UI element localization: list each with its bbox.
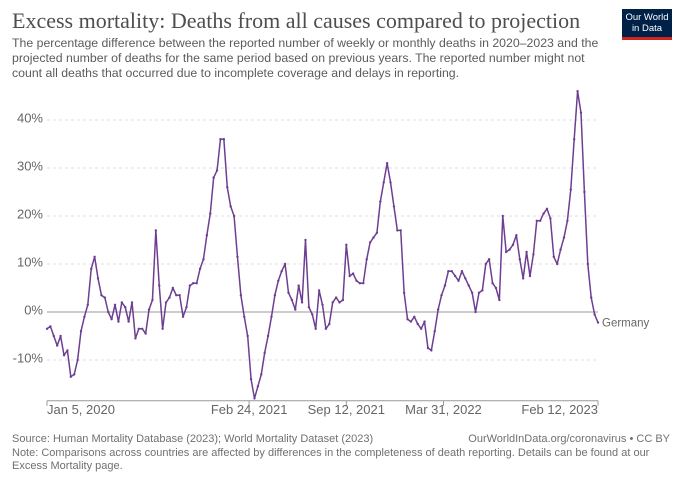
x-tick-label: Sep 12, 2021 [308, 402, 385, 417]
logo[interactable]: Our World in Data [622, 9, 672, 40]
y-tick-label: 30% [17, 158, 43, 173]
x-tick-label: Feb 24, 2021 [211, 402, 288, 417]
credit[interactable]: OurWorldInData.org/coronavirus • CC BY [468, 433, 670, 445]
x-tick-label: Jan 5, 2020 [47, 402, 115, 417]
source: Source: Human Mortality Database (2023);… [12, 433, 374, 445]
y-tick-label: 0% [24, 302, 43, 317]
y-tick-label: -10% [13, 350, 44, 365]
y-tick-label: 40% [17, 110, 43, 125]
y-tick-label: 20% [17, 206, 43, 221]
y-tick-label: 10% [17, 254, 43, 269]
x-tick-label: Mar 31, 2022 [405, 402, 482, 417]
line-series [45, 89, 600, 400]
note: Note: Comparisons across countries are a… [12, 447, 650, 472]
chart-title: Excess mortality: Deaths from all causes… [12, 8, 581, 33]
series-label: Germany [602, 318, 650, 330]
x-tick-label: Feb 12, 2023 [521, 402, 598, 417]
chart-subtitle: The percentage difference between the re… [12, 36, 599, 80]
chart: -10% 0% 10% 20% 30% 40% Jan 5, 2020 Feb 24, 202… [13, 89, 650, 417]
